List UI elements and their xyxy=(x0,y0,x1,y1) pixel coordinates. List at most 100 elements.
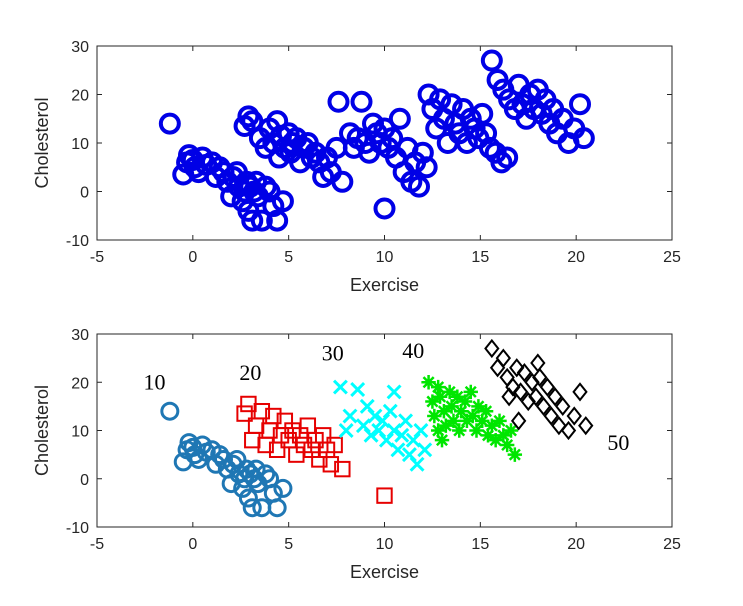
data-point xyxy=(411,141,434,164)
data-point xyxy=(350,90,373,113)
data-point xyxy=(338,423,354,438)
data-point xyxy=(398,413,414,429)
data-point xyxy=(160,401,180,421)
x-tick-label: 20 xyxy=(567,536,585,553)
x-tick-label: 20 xyxy=(567,249,585,266)
data-point xyxy=(427,408,442,424)
data-point xyxy=(528,387,544,407)
group-label-50: 50 xyxy=(607,430,629,455)
data-point xyxy=(266,209,289,232)
data-point xyxy=(551,416,567,436)
y-axis-label: Cholesterol xyxy=(32,97,52,188)
data-point xyxy=(440,93,463,116)
data-point xyxy=(408,175,430,198)
y-tick-label: -10 xyxy=(66,520,89,537)
data-point xyxy=(532,367,548,388)
data-point xyxy=(415,156,438,179)
data-point xyxy=(446,413,461,429)
data-point xyxy=(376,487,393,504)
data-point xyxy=(394,427,410,443)
data-point xyxy=(242,498,262,518)
data-point xyxy=(471,399,486,414)
data-point xyxy=(256,464,276,484)
data-point xyxy=(158,112,181,135)
series-all xyxy=(158,49,595,232)
x-axis-label: Exercise xyxy=(350,562,419,582)
data-point xyxy=(560,420,577,441)
data-point xyxy=(499,437,515,453)
x-tick-label: 25 xyxy=(663,249,681,266)
data-point xyxy=(253,403,271,420)
data-point xyxy=(382,403,398,419)
data-point xyxy=(413,423,429,438)
data-point xyxy=(236,405,253,422)
data-point xyxy=(578,416,594,436)
top-scatter-plot: -5 0 5 10 15 20 25 -10 0 10 20 30 Exercise Cholestero… xyxy=(32,39,681,295)
y-tick-label: 20 xyxy=(71,375,89,392)
data-point xyxy=(547,387,563,407)
y-tick-label: 10 xyxy=(71,424,89,441)
data-point xyxy=(265,407,282,425)
data-point xyxy=(331,170,354,193)
data-point xyxy=(417,442,433,458)
data-point xyxy=(543,406,559,426)
data-point xyxy=(210,445,230,465)
data-point xyxy=(267,498,287,518)
x-tick-label: 10 xyxy=(376,249,394,266)
data-point xyxy=(425,394,440,409)
data-point xyxy=(388,107,411,130)
x-tick-label: 25 xyxy=(663,536,681,553)
bottom-clustered-scatter-plot: -5 0 5 10 15 20 25 -10 0 10 20 30 Exercise Cholestero… xyxy=(32,327,681,582)
data-point xyxy=(478,404,494,419)
y-axis-label: Cholesterol xyxy=(32,385,52,476)
data-point xyxy=(273,478,293,498)
data-point xyxy=(238,488,258,508)
data-point xyxy=(471,102,494,125)
x-tick-label: -5 xyxy=(90,536,104,553)
data-point xyxy=(475,122,498,145)
data-point xyxy=(510,411,527,431)
data-point xyxy=(480,428,496,443)
data-point xyxy=(509,358,525,378)
data-point xyxy=(436,404,452,419)
data-point xyxy=(409,456,425,472)
data-point xyxy=(452,423,467,438)
x-tick-label: 10 xyxy=(376,536,394,553)
group-label-10: 10 xyxy=(144,369,166,394)
y-tick-label: 0 xyxy=(80,185,89,202)
data-point xyxy=(241,209,264,232)
data-point xyxy=(475,413,490,429)
series-50 xyxy=(484,338,594,441)
data-point xyxy=(459,413,475,429)
data-point xyxy=(535,396,552,416)
data-point xyxy=(271,190,294,213)
data-point xyxy=(430,423,446,438)
data-point xyxy=(501,387,517,407)
data-point xyxy=(367,408,383,424)
series-30 xyxy=(332,379,433,472)
data-point xyxy=(430,379,446,395)
data-point xyxy=(503,423,519,438)
data-point xyxy=(432,389,448,404)
y-tick-label: -10 xyxy=(66,233,89,250)
data-point xyxy=(326,436,343,454)
data-point xyxy=(342,408,358,424)
data-point xyxy=(327,90,350,113)
data-point xyxy=(453,404,469,419)
data-point xyxy=(572,127,595,150)
data-point xyxy=(442,384,457,400)
data-point xyxy=(516,362,533,383)
data-point xyxy=(507,447,523,462)
data-point xyxy=(421,375,436,390)
x-tick-label: 5 xyxy=(284,249,293,266)
x-tick-label: 5 xyxy=(284,536,293,553)
x-tick-label: 15 xyxy=(471,536,489,553)
data-point xyxy=(496,146,519,169)
data-point xyxy=(332,379,348,395)
data-point xyxy=(386,384,402,400)
y-tick-label: 0 xyxy=(80,472,89,489)
data-point xyxy=(350,382,366,397)
data-point xyxy=(512,382,529,402)
data-point xyxy=(566,406,582,426)
x-tick-label: 0 xyxy=(188,249,197,266)
